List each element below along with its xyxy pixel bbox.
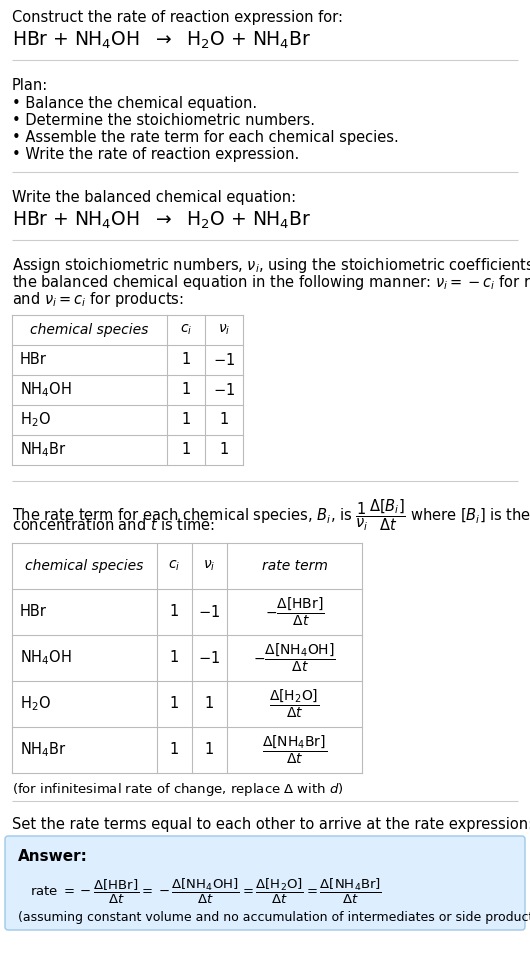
Text: The rate term for each chemical species, $B_i$, is $\dfrac{1}{\nu_i}\dfrac{\Delt: The rate term for each chemical species,… [12, 497, 530, 533]
Text: • Write the rate of reaction expression.: • Write the rate of reaction expression. [12, 147, 299, 162]
Text: HBr + NH$_4$OH  $\rightarrow$  H$_2$O + NH$_4$Br: HBr + NH$_4$OH $\rightarrow$ H$_2$O + NH… [12, 30, 312, 52]
Text: Write the balanced chemical equation:: Write the balanced chemical equation: [12, 190, 296, 205]
Text: $\nu_i$: $\nu_i$ [204, 559, 216, 573]
Text: Answer:: Answer: [18, 849, 88, 864]
Text: chemical species: chemical species [25, 559, 144, 573]
Text: rate term: rate term [262, 559, 328, 573]
Text: $c_i$: $c_i$ [180, 323, 192, 337]
FancyBboxPatch shape [5, 836, 525, 930]
Text: (for infinitesimal rate of change, replace $\Delta$ with $d$): (for infinitesimal rate of change, repla… [12, 781, 344, 798]
Text: 1: 1 [170, 650, 179, 666]
Text: H$_2$O: H$_2$O [20, 695, 51, 713]
Text: 1: 1 [170, 697, 179, 712]
Text: $\nu_i$: $\nu_i$ [218, 323, 230, 337]
Text: HBr + NH$_4$OH  $\rightarrow$  H$_2$O + NH$_4$Br: HBr + NH$_4$OH $\rightarrow$ H$_2$O + NH… [12, 210, 312, 231]
Text: the balanced chemical equation in the following manner: $\nu_i = -c_i$ for react: the balanced chemical equation in the fo… [12, 273, 530, 292]
Text: $-1$: $-1$ [213, 352, 235, 368]
Text: 1: 1 [205, 743, 214, 757]
Text: Set the rate terms equal to each other to arrive at the rate expression:: Set the rate terms equal to each other t… [12, 817, 530, 832]
Text: HBr: HBr [20, 352, 47, 368]
Text: • Balance the chemical equation.: • Balance the chemical equation. [12, 96, 257, 111]
Text: $-1$: $-1$ [198, 650, 220, 666]
Text: 1: 1 [170, 743, 179, 757]
Text: • Determine the stoichiometric numbers.: • Determine the stoichiometric numbers. [12, 113, 315, 128]
Text: $-1$: $-1$ [213, 382, 235, 398]
Text: 1: 1 [181, 352, 191, 368]
Text: $\dfrac{\Delta[\mathrm{NH_4Br}]}{\Delta t}$: $\dfrac{\Delta[\mathrm{NH_4Br}]}{\Delta … [262, 734, 327, 766]
Text: 1: 1 [181, 383, 191, 397]
Text: and $\nu_i = c_i$ for products:: and $\nu_i = c_i$ for products: [12, 290, 184, 309]
Text: 1: 1 [205, 697, 214, 712]
Text: Plan:: Plan: [12, 78, 48, 93]
Text: rate $= -\dfrac{\Delta[\mathrm{HBr}]}{\Delta t} = -\dfrac{\Delta[\mathrm{NH_4OH}: rate $= -\dfrac{\Delta[\mathrm{HBr}]}{\D… [30, 876, 382, 906]
Text: chemical species: chemical species [30, 323, 149, 337]
Text: 1: 1 [219, 442, 228, 458]
Text: NH$_4$Br: NH$_4$Br [20, 440, 67, 460]
Text: NH$_4$OH: NH$_4$OH [20, 381, 72, 399]
Text: $c_i$: $c_i$ [169, 559, 181, 573]
Text: HBr: HBr [20, 604, 47, 620]
Text: $-\dfrac{\Delta[\mathrm{NH_4OH}]}{\Delta t}$: $-\dfrac{\Delta[\mathrm{NH_4OH}]}{\Delta… [253, 642, 336, 674]
Text: NH$_4$OH: NH$_4$OH [20, 649, 72, 668]
Text: • Assemble the rate term for each chemical species.: • Assemble the rate term for each chemic… [12, 130, 399, 145]
Text: $-1$: $-1$ [198, 604, 220, 620]
Text: Construct the rate of reaction expression for:: Construct the rate of reaction expressio… [12, 10, 343, 25]
Text: NH$_4$Br: NH$_4$Br [20, 741, 67, 759]
Text: Assign stoichiometric numbers, $\nu_i$, using the stoichiometric coefficients, $: Assign stoichiometric numbers, $\nu_i$, … [12, 256, 530, 275]
Text: $-\dfrac{\Delta[\mathrm{HBr}]}{\Delta t}$: $-\dfrac{\Delta[\mathrm{HBr}]}{\Delta t}… [264, 595, 324, 629]
Text: 1: 1 [181, 413, 191, 427]
Text: 1: 1 [219, 413, 228, 427]
Text: concentration and $t$ is time:: concentration and $t$ is time: [12, 517, 215, 533]
Text: $\dfrac{\Delta[\mathrm{H_2O}]}{\Delta t}$: $\dfrac{\Delta[\mathrm{H_2O}]}{\Delta t}… [269, 688, 320, 720]
Text: 1: 1 [181, 442, 191, 458]
Text: H$_2$O: H$_2$O [20, 411, 51, 429]
Text: 1: 1 [170, 604, 179, 620]
Text: (assuming constant volume and no accumulation of intermediates or side products): (assuming constant volume and no accumul… [18, 911, 530, 924]
